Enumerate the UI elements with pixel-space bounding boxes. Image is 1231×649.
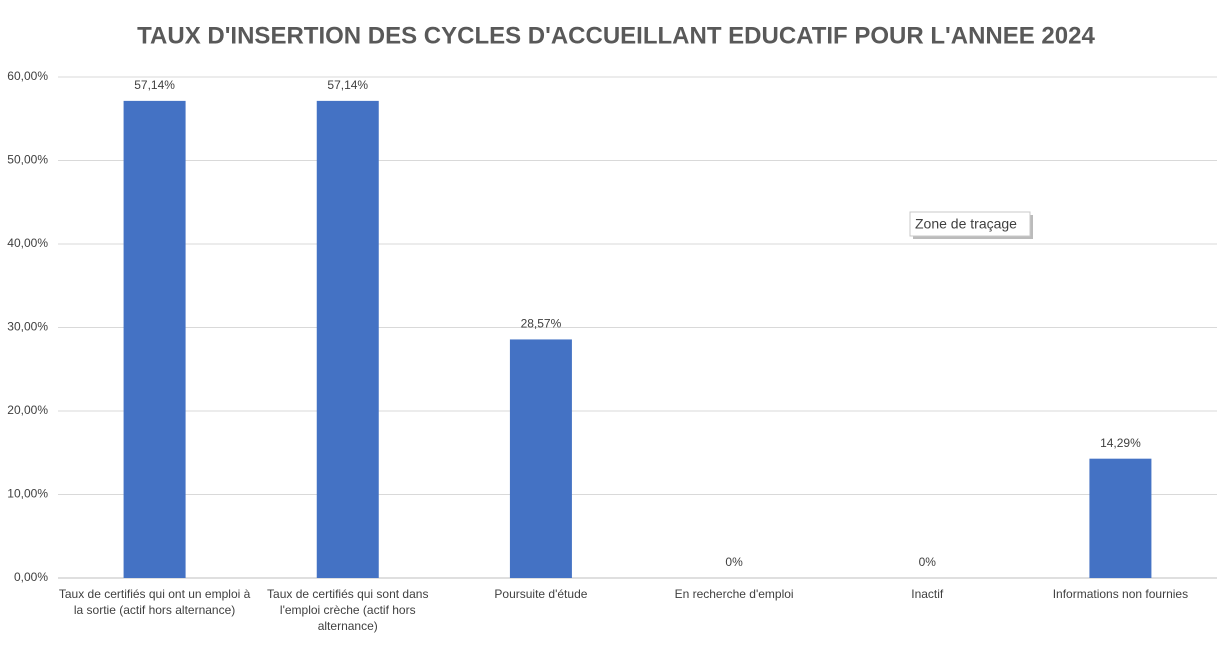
data-label: 57,14% xyxy=(134,78,175,92)
x-tick-label-box: En recherche d'emploi xyxy=(674,587,794,601)
bar xyxy=(316,100,379,579)
x-tick-label: Inactif xyxy=(911,587,944,601)
annotation: Zone de traçage xyxy=(915,216,1017,232)
y-tick-label: 10,00% xyxy=(7,487,48,501)
data-label: 57,14% xyxy=(327,78,368,92)
chart-title: TAUX D'INSERTION DES CYCLES D'ACCUEILLAN… xyxy=(137,22,1095,49)
data-label: 0% xyxy=(725,555,743,569)
x-tick-label: Taux de certifiés qui ont un emploi à la… xyxy=(58,587,251,617)
tooltip-box xyxy=(909,211,1031,237)
y-tick-label: 60,00% xyxy=(7,69,48,83)
y-tick-label: 20,00% xyxy=(7,403,48,417)
x-tick-label-box: Poursuite d'étude xyxy=(494,587,588,601)
x-tick-label-box: Taux de certifiés qui sont dans l'emploi… xyxy=(267,587,429,633)
x-tick-label: Poursuite d'étude xyxy=(494,587,588,601)
x-tick-label-box: Informations non fournies xyxy=(1052,587,1189,601)
data-label: 14,29% xyxy=(1100,436,1141,450)
x-tick-label-box: Inactif xyxy=(911,587,944,601)
x-tick-label: En recherche d'emploi xyxy=(674,587,794,601)
bar xyxy=(1089,458,1152,578)
bar xyxy=(509,339,572,578)
y-tick-label: 30,00% xyxy=(7,320,48,334)
x-tick-label: Taux de certifiés qui sont dans l'emploi… xyxy=(267,587,429,633)
x-tick-label-box: Taux de certifiés qui ont un emploi à la… xyxy=(58,587,251,617)
y-tick-label: 0,00% xyxy=(14,570,48,584)
data-label: 0% xyxy=(919,555,937,569)
x-tick-label: Informations non fournies xyxy=(1052,587,1189,601)
y-tick-label: 40,00% xyxy=(7,236,48,250)
bar xyxy=(123,100,186,579)
tooltip: Zone de traçage xyxy=(909,211,1033,239)
data-label: 28,57% xyxy=(521,317,562,331)
y-tick-label: 50,00% xyxy=(7,153,48,167)
